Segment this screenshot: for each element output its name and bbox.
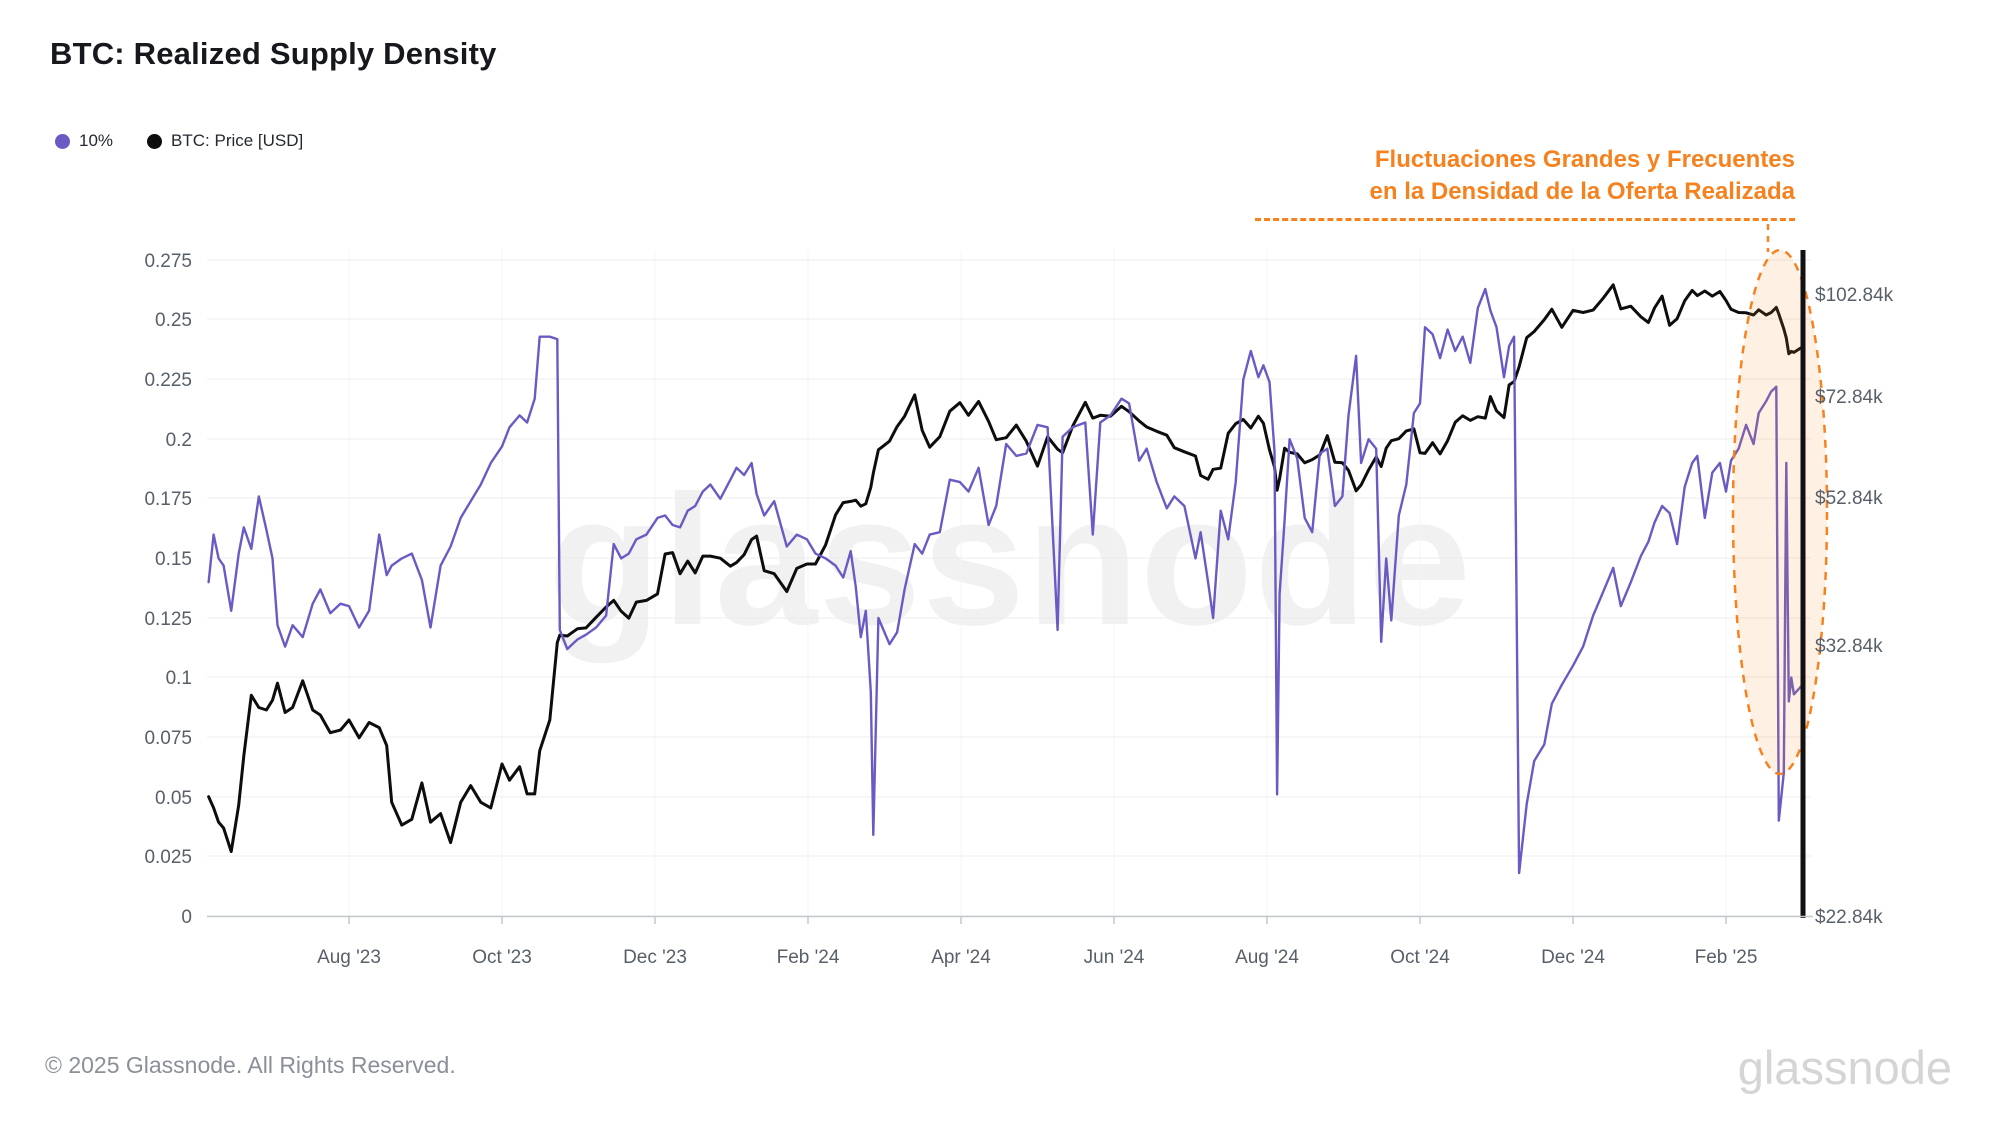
- left-axis-tick-label: 0.125: [144, 609, 192, 630]
- highlight-ellipse: [1731, 248, 1829, 776]
- page-title: BTC: Realized Supply Density: [50, 36, 497, 71]
- price-line-series[interactable]: [207, 283, 1804, 854]
- annotation-callout: Fluctuaciones Grandes y Frecuentes en la…: [1255, 144, 1795, 221]
- legend-item-1[interactable]: BTC: Price [USD]: [147, 131, 303, 151]
- legend-dot-icon: [55, 133, 70, 149]
- x-axis-tick-label: Dec '23: [623, 947, 687, 968]
- left-axis-tick-label: 0.1: [166, 668, 192, 689]
- annotation-line2: en la Densidad de la Oferta Realizada: [1369, 178, 1795, 205]
- legend-item-0[interactable]: 10%: [55, 131, 113, 151]
- left-axis-tick-label: 0.275: [144, 251, 192, 272]
- right-axis-tick-label: $52.84k: [1815, 488, 1883, 509]
- x-axis-tick-label: Oct '23: [472, 947, 532, 968]
- right-axis-tick-label: $72.84k: [1815, 387, 1883, 408]
- x-axis-tick-label: Feb '25: [1695, 947, 1758, 968]
- glassnode-logo: glassnode: [1737, 1041, 1952, 1094]
- legend-dot-icon: [147, 133, 163, 149]
- right-axis-tick-label: $32.84k: [1815, 636, 1883, 657]
- left-axis-tick-label: 0.2: [166, 430, 192, 451]
- left-axis-tick-label: 0.225: [144, 370, 192, 391]
- x-axis-tick-label: Jun '24: [1084, 947, 1145, 968]
- left-axis-tick-label: 0.175: [144, 489, 192, 510]
- x-axis-tick-label: Oct '24: [1390, 947, 1450, 968]
- x-axis-tick-label: Aug '24: [1235, 947, 1299, 968]
- chart-legend: 10% BTC: Price [USD]: [55, 131, 303, 151]
- x-axis-tick-label: Apr '24: [931, 947, 991, 968]
- right-axis-tick-label: $102.84k: [1815, 285, 1894, 306]
- copyright-text: © 2025 Glassnode. All Rights Reserved.: [45, 1052, 456, 1078]
- left-axis-tick-label: 0.05: [155, 788, 192, 809]
- density-line-series[interactable]: [207, 287, 1804, 875]
- left-axis-tick-label: 0.075: [144, 728, 192, 749]
- left-axis-tick-label: 0: [181, 907, 192, 928]
- left-axis-tick-label: 0.25: [155, 310, 192, 331]
- legend-item-label: 10%: [79, 131, 114, 150]
- x-axis-tick-label: Dec '24: [1541, 947, 1605, 968]
- annotation-line1: Fluctuaciones Grandes y Frecuentes: [1374, 146, 1795, 173]
- legend-item-label: BTC: Price [USD]: [171, 131, 304, 150]
- right-axis-tick-label: $22.84k: [1815, 907, 1883, 928]
- x-axis-tick-label: Feb '24: [777, 947, 840, 968]
- x-axis-tick-label: Aug '23: [317, 947, 381, 968]
- left-axis-tick-label: 0.025: [144, 847, 192, 868]
- left-axis-tick-label: 0.15: [155, 549, 192, 570]
